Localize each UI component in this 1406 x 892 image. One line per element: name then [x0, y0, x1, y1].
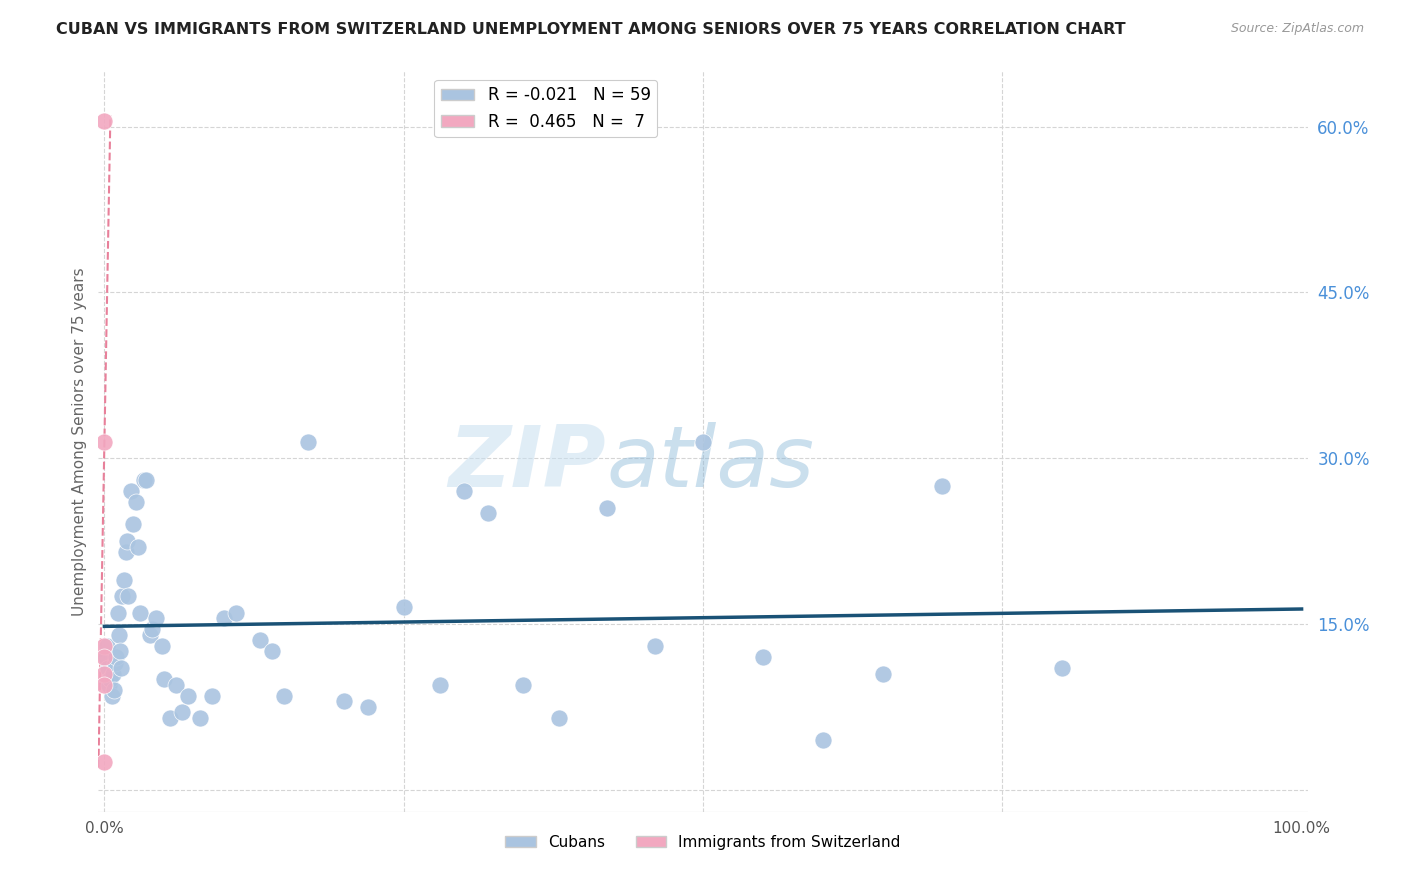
- Point: [115, 545, 138, 559]
- Point: [644, 639, 666, 653]
- Legend: Cubans, Immigrants from Switzerland: Cubans, Immigrants from Switzerland: [499, 829, 907, 856]
- Point: [811, 732, 834, 747]
- Point: [177, 689, 200, 703]
- Point: [93, 650, 115, 665]
- Point: [94, 650, 117, 665]
- Point: [141, 623, 163, 637]
- Point: [103, 683, 125, 698]
- Point: [110, 661, 132, 675]
- Point: [105, 650, 128, 665]
- Text: Source: ZipAtlas.com: Source: ZipAtlas.com: [1230, 22, 1364, 36]
- Point: [212, 611, 235, 625]
- Point: [1050, 661, 1073, 675]
- Point: [273, 689, 295, 703]
- Point: [96, 639, 118, 653]
- Text: ZIP: ZIP: [449, 422, 606, 505]
- Point: [122, 517, 145, 532]
- Point: [108, 644, 131, 658]
- Point: [297, 434, 319, 449]
- Point: [931, 479, 953, 493]
- Point: [752, 650, 775, 665]
- Point: [97, 661, 120, 675]
- Point: [188, 711, 211, 725]
- Point: [548, 711, 571, 725]
- Point: [392, 600, 415, 615]
- Point: [249, 633, 271, 648]
- Point: [872, 666, 894, 681]
- Text: atlas: atlas: [606, 422, 814, 505]
- Point: [98, 678, 121, 692]
- Point: [93, 755, 115, 769]
- Point: [107, 606, 129, 620]
- Point: [112, 573, 135, 587]
- Point: [260, 644, 283, 658]
- Point: [124, 495, 146, 509]
- Point: [453, 484, 475, 499]
- Point: [93, 434, 115, 449]
- Point: [135, 473, 157, 487]
- Point: [117, 589, 139, 603]
- Point: [165, 678, 187, 692]
- Point: [127, 540, 149, 554]
- Point: [172, 706, 194, 720]
- Point: [129, 606, 152, 620]
- Point: [201, 689, 224, 703]
- Point: [145, 611, 167, 625]
- Point: [357, 699, 380, 714]
- Point: [596, 500, 619, 515]
- Point: [692, 434, 714, 449]
- Point: [120, 484, 142, 499]
- Y-axis label: Unemployment Among Seniors over 75 years: Unemployment Among Seniors over 75 years: [72, 268, 87, 615]
- Point: [93, 666, 115, 681]
- Point: [512, 678, 534, 692]
- Point: [159, 711, 181, 725]
- Point: [115, 533, 138, 548]
- Point: [101, 666, 124, 681]
- Point: [93, 639, 115, 653]
- Text: CUBAN VS IMMIGRANTS FROM SWITZERLAND UNEMPLOYMENT AMONG SENIORS OVER 75 YEARS CO: CUBAN VS IMMIGRANTS FROM SWITZERLAND UNE…: [56, 22, 1126, 37]
- Point: [100, 672, 122, 686]
- Point: [429, 678, 451, 692]
- Point: [333, 694, 356, 708]
- Point: [477, 507, 499, 521]
- Point: [225, 606, 247, 620]
- Point: [139, 628, 162, 642]
- Point: [100, 689, 122, 703]
- Point: [153, 672, 176, 686]
- Point: [93, 114, 115, 128]
- Point: [111, 589, 134, 603]
- Point: [132, 473, 155, 487]
- Point: [150, 639, 173, 653]
- Point: [107, 628, 129, 642]
- Point: [104, 656, 127, 670]
- Point: [93, 678, 115, 692]
